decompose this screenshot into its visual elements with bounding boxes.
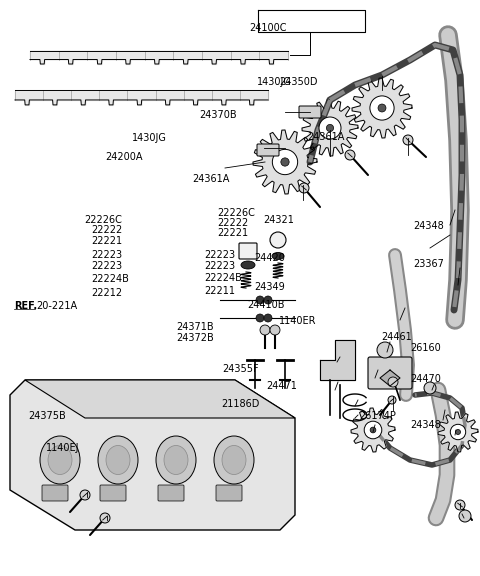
FancyBboxPatch shape [368, 357, 412, 389]
Text: 22224B: 22224B [91, 274, 129, 285]
Text: 24461: 24461 [382, 332, 412, 342]
Circle shape [264, 314, 272, 322]
Text: 24100C: 24100C [250, 22, 287, 33]
Text: 24361A: 24361A [192, 173, 229, 184]
Text: 24321: 24321 [263, 215, 294, 225]
Ellipse shape [272, 252, 284, 260]
Text: 21186D: 21186D [221, 399, 259, 410]
Circle shape [256, 296, 264, 304]
Ellipse shape [98, 436, 138, 484]
Text: 24361A: 24361A [307, 132, 345, 142]
FancyBboxPatch shape [299, 106, 321, 118]
Ellipse shape [156, 436, 196, 484]
Text: 22226C: 22226C [84, 215, 122, 225]
Circle shape [388, 377, 398, 387]
Polygon shape [10, 380, 295, 530]
Circle shape [272, 149, 298, 175]
Text: 24200A: 24200A [106, 152, 143, 162]
Text: 23367: 23367 [413, 259, 444, 269]
Text: 22223: 22223 [204, 261, 235, 271]
Circle shape [424, 382, 436, 394]
Text: 22221: 22221 [217, 228, 248, 238]
Ellipse shape [241, 261, 255, 269]
FancyBboxPatch shape [239, 243, 257, 259]
Text: 24375B: 24375B [28, 411, 66, 421]
Text: 24350D: 24350D [279, 77, 318, 87]
Circle shape [388, 396, 396, 404]
Text: 24348: 24348 [413, 221, 444, 231]
Polygon shape [25, 380, 295, 418]
Circle shape [459, 510, 471, 522]
Polygon shape [351, 408, 395, 452]
Polygon shape [302, 100, 358, 156]
Text: 22222: 22222 [91, 225, 122, 236]
Circle shape [456, 430, 460, 434]
FancyBboxPatch shape [158, 485, 184, 501]
Text: 24470: 24470 [410, 374, 441, 384]
Text: 22221: 22221 [91, 236, 122, 246]
Text: REF.: REF. [14, 301, 37, 312]
Text: 24349: 24349 [254, 282, 285, 292]
Text: 22226C: 22226C [217, 208, 255, 218]
Ellipse shape [48, 445, 72, 475]
Circle shape [281, 158, 289, 166]
Text: 24348: 24348 [410, 420, 441, 430]
Circle shape [455, 500, 465, 510]
Circle shape [100, 513, 110, 523]
Circle shape [299, 183, 309, 193]
Text: 20-221A: 20-221A [36, 301, 77, 312]
Circle shape [326, 124, 334, 131]
Polygon shape [320, 340, 355, 380]
Ellipse shape [40, 436, 80, 484]
Text: 24420: 24420 [254, 253, 285, 263]
FancyBboxPatch shape [100, 485, 126, 501]
Circle shape [370, 96, 394, 120]
Text: 26174P: 26174P [359, 411, 396, 421]
Text: 22222: 22222 [217, 218, 248, 228]
Text: 22223: 22223 [91, 261, 122, 271]
Text: 22212: 22212 [91, 287, 122, 298]
Polygon shape [352, 78, 412, 138]
FancyBboxPatch shape [257, 144, 279, 156]
Circle shape [260, 325, 270, 335]
Text: 1430JG: 1430JG [257, 77, 292, 87]
FancyBboxPatch shape [216, 485, 242, 501]
Circle shape [319, 117, 341, 139]
Polygon shape [380, 370, 400, 386]
Circle shape [80, 490, 90, 500]
Text: 22223: 22223 [204, 249, 235, 260]
Text: 24370B: 24370B [199, 110, 237, 120]
Circle shape [450, 425, 466, 439]
Circle shape [270, 325, 280, 335]
Ellipse shape [106, 445, 130, 475]
Circle shape [377, 342, 393, 358]
Polygon shape [438, 412, 478, 452]
Text: 26160: 26160 [410, 343, 441, 354]
Text: 1140EJ: 1140EJ [46, 443, 79, 453]
Circle shape [403, 135, 413, 145]
Circle shape [364, 421, 382, 439]
Circle shape [270, 232, 286, 248]
Ellipse shape [164, 445, 188, 475]
Circle shape [345, 150, 355, 160]
Polygon shape [253, 130, 317, 194]
Text: 24355F: 24355F [222, 363, 258, 374]
Text: 22223: 22223 [91, 249, 122, 260]
Ellipse shape [222, 445, 246, 475]
Circle shape [378, 104, 386, 112]
Circle shape [370, 427, 376, 433]
Text: 24410B: 24410B [248, 300, 285, 310]
Text: 24372B: 24372B [177, 333, 215, 343]
Ellipse shape [214, 436, 254, 484]
Text: 24371B: 24371B [177, 321, 214, 332]
Circle shape [264, 296, 272, 304]
Text: 22211: 22211 [204, 286, 235, 296]
Text: 22224B: 22224B [204, 272, 242, 283]
Text: 1430JG: 1430JG [132, 133, 167, 143]
Circle shape [256, 314, 264, 322]
FancyBboxPatch shape [42, 485, 68, 501]
Text: 1140ER: 1140ER [279, 316, 317, 326]
Text: 24471: 24471 [266, 381, 297, 391]
